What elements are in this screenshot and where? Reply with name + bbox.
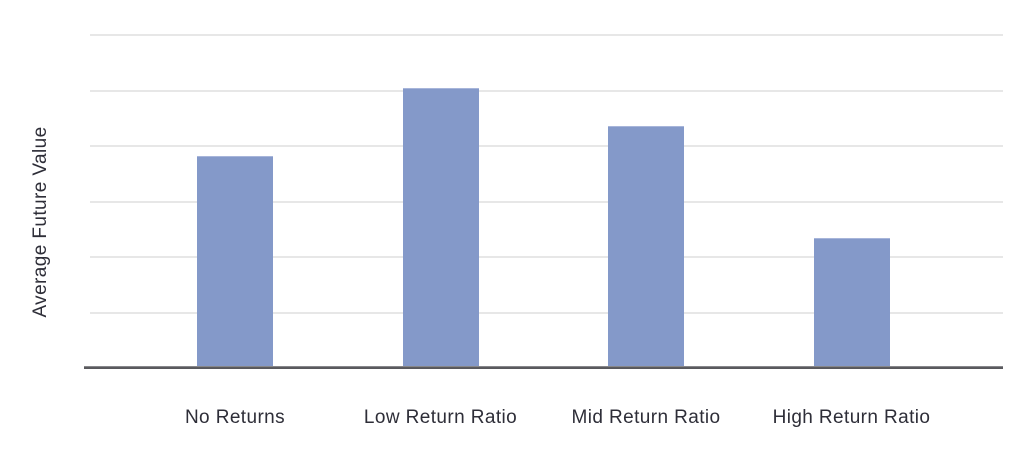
- x-axis-label: High Return Ratio: [772, 407, 931, 428]
- bar-low-return-ratio: [402, 87, 479, 368]
- x-axis-line: [84, 366, 1003, 369]
- gridline: [90, 89, 1003, 92]
- gridline: [90, 311, 1003, 314]
- y-axis-title: Average Future Value: [30, 126, 51, 318]
- x-axis-label: Low Return Ratio: [363, 407, 518, 428]
- gridline: [90, 34, 1003, 37]
- gridline: [90, 145, 1003, 148]
- bar-mid-return-ratio: [608, 126, 684, 368]
- gridline: [90, 200, 1003, 203]
- bar-high-return-ratio: [813, 238, 890, 368]
- bar-no-returns: [197, 156, 273, 368]
- x-axis-label: Mid Return Ratio: [571, 407, 721, 428]
- x-axis-label: No Returns: [184, 407, 286, 428]
- gridline: [90, 256, 1003, 259]
